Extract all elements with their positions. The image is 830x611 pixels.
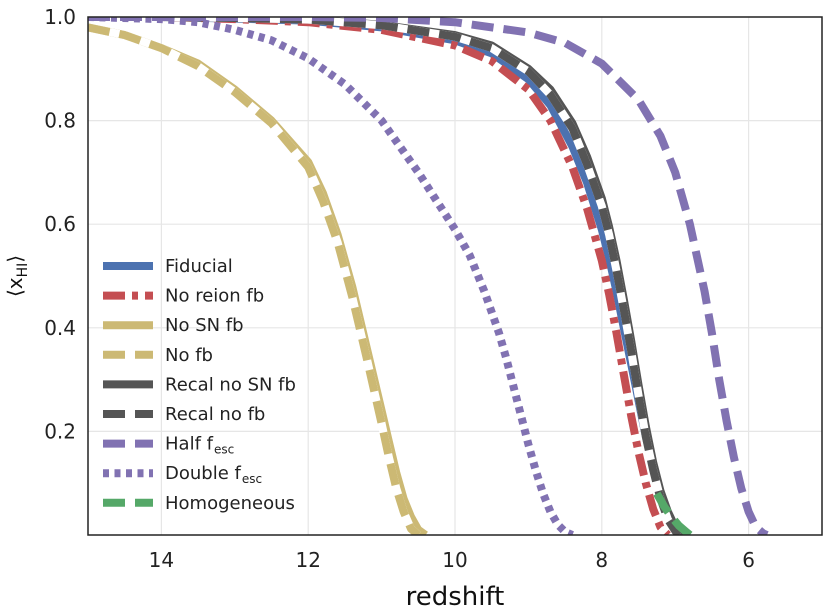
x-tick-label: 6 — [742, 548, 755, 572]
series-line — [653, 491, 693, 535]
legend-label: Recal no SN fb — [165, 374, 296, 395]
series-line — [88, 17, 682, 535]
x-tick-label: 10 — [442, 548, 467, 572]
y-tick-label: 0.4 — [44, 316, 76, 340]
y-axis-label-prefix: ⟨x — [3, 277, 27, 297]
series-line — [88, 17, 574, 535]
x-tick-label: 14 — [149, 548, 174, 572]
y-axis-label-suffix: ⟩ — [3, 255, 27, 263]
legend-label: No reion fb — [165, 286, 264, 307]
x-axis-ticks: 14 12 10 8 6 — [149, 548, 755, 572]
legend-label: Homogeneous — [165, 493, 295, 514]
legend-label-text: No SN fb — [165, 315, 244, 336]
legend-label-text: Half f — [165, 434, 214, 455]
x-axis-label: redshift — [406, 582, 505, 611]
y-axis-ticks: 0.2 0.4 0.6 0.8 1.0 — [44, 5, 76, 443]
series-line — [88, 23, 428, 535]
legend-label: Double fesc — [165, 463, 262, 486]
legend-label: Recal no fb — [165, 404, 265, 425]
legend-label-text: No reion fb — [165, 286, 264, 307]
x-tick-label: 8 — [595, 548, 608, 572]
legend-label-text: No fb — [165, 345, 213, 366]
series-line — [88, 23, 421, 535]
y-axis-label-sub: HI — [15, 263, 31, 278]
legend: Fiducial No reion fb No SN fb No fb Recal no… — [103, 256, 296, 514]
legend-label: Half fesc — [165, 434, 234, 457]
y-tick-label: 0.6 — [44, 212, 76, 236]
x-tick-label: 12 — [295, 548, 320, 572]
legend-label-sub: esc — [242, 472, 262, 486]
legend-label-text: Recal no fb — [165, 404, 265, 425]
legend-label-sub: esc — [214, 443, 234, 457]
legend-label: No SN fb — [165, 315, 244, 336]
legend-label-text: Homogeneous — [165, 493, 295, 514]
legend-label: No fb — [165, 345, 213, 366]
legend-label-text: Double f — [165, 463, 242, 484]
y-tick-label: 0.2 — [44, 419, 76, 443]
plot-frame — [87, 16, 823, 536]
y-axis-label: ⟨xHI⟩ — [3, 255, 31, 297]
legend-label-text: Recal no SN fb — [165, 374, 296, 395]
y-tick-label: 1.0 — [44, 5, 76, 29]
legend-label-text: Fiducial — [165, 256, 233, 277]
y-tick-label: 0.8 — [44, 109, 76, 133]
legend-label: Fiducial — [165, 256, 233, 277]
